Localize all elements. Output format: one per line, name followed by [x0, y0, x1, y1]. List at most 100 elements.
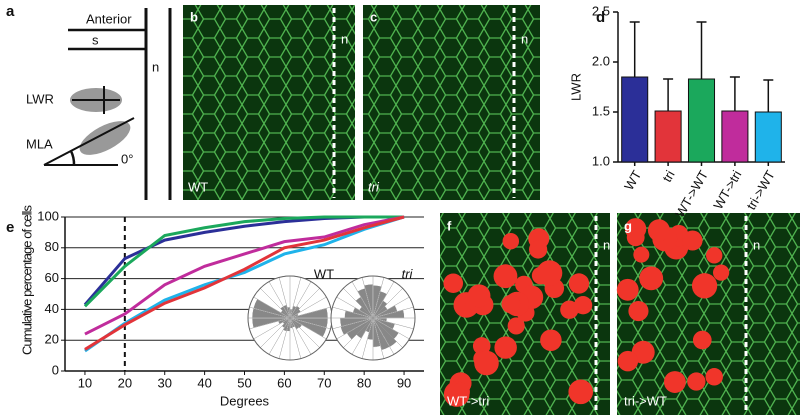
y-tick-label: 20: [45, 332, 59, 347]
red-cell: [616, 278, 639, 301]
x-tick-label: 60: [277, 375, 291, 390]
label: WT: [188, 179, 208, 194]
rose-plot: [330, 275, 416, 361]
bar: [621, 76, 649, 163]
x-tick-label: tri: [659, 168, 677, 185]
series-line: [84, 215, 405, 336]
series-line: [83, 215, 405, 308]
label: n: [603, 237, 610, 252]
y-axis-label: Cumulative percentage of cells: [19, 205, 34, 356]
label: n: [521, 31, 528, 46]
image-b: b n WT: [183, 5, 355, 200]
panel-label: d: [596, 9, 605, 26]
red-cell: [568, 379, 594, 405]
bar: [687, 78, 716, 163]
y-tick-label: 60: [45, 270, 59, 285]
y-tick-label: 2.0: [592, 53, 610, 68]
panel-label: f: [447, 218, 452, 233]
bar: [721, 110, 749, 163]
y-tick-label: 40: [45, 301, 59, 316]
red-cell: [692, 330, 712, 350]
x-axis-label: Degrees: [220, 393, 270, 408]
x-tick-label: 30: [157, 375, 171, 390]
x-tick-label: tri->WT: [743, 168, 778, 213]
x-tick-label: WT->tri: [710, 168, 744, 212]
red-cell: [706, 247, 723, 264]
micrograph: [183, 5, 355, 200]
y-tick-label: 80: [45, 239, 59, 254]
red-cell: [560, 300, 579, 319]
red-cell: [626, 228, 645, 247]
red-cell: [628, 300, 649, 322]
image-f: [440, 213, 610, 415]
x-tick-label: WT->WT: [672, 168, 711, 220]
image-c: c n tri: [363, 5, 540, 200]
red-cell: [568, 273, 590, 294]
red-cell: [467, 284, 491, 308]
label: WT->tri: [447, 393, 489, 408]
bar: [754, 111, 782, 163]
panel-label: a: [6, 3, 15, 20]
red-cell: [705, 368, 723, 386]
x-tick-label: 90: [397, 375, 411, 390]
label: tri: [368, 179, 380, 194]
label: n: [341, 31, 348, 46]
label: s: [92, 32, 99, 47]
red-cell: [502, 232, 520, 250]
x-tick-label: 80: [357, 375, 371, 390]
red-cell: [712, 264, 730, 281]
rose-label: tri: [402, 266, 414, 281]
y-tick-label: 2.5: [592, 3, 610, 18]
micrograph: [363, 5, 540, 200]
image-g: [616, 213, 800, 415]
label: Anterior: [86, 11, 132, 26]
bar: [654, 110, 682, 163]
line: [43, 117, 135, 166]
label: 0°: [121, 151, 133, 166]
rose-label: WT: [314, 266, 334, 281]
red-cell: [494, 336, 517, 359]
x-tick-label: 10: [78, 375, 92, 390]
series-line: [84, 215, 405, 351]
x-tick-label: WT: [621, 168, 644, 193]
red-cell: [451, 382, 470, 401]
panel-label: e: [6, 219, 14, 236]
x-tick-label: 70: [317, 375, 331, 390]
cell-shape: [79, 121, 131, 155]
red-cell: [682, 230, 703, 251]
y-tick-label: 0: [52, 362, 59, 377]
label: MLA: [26, 136, 53, 151]
x-tick-label: 40: [197, 375, 211, 390]
y-tick-label: 1.0: [592, 153, 610, 168]
red-cell: [443, 273, 464, 294]
schematic: a Anterior s n LWR MLA 0°: [6, 3, 172, 200]
red-cell: [639, 266, 664, 291]
red-cell: [691, 273, 718, 299]
x-tick-label: 50: [237, 375, 251, 390]
image-g-labels: g n tri->WT: [624, 216, 760, 412]
red-cell: [663, 371, 686, 393]
red-cell: [493, 264, 518, 289]
red-cell: [501, 294, 521, 314]
red-cell: [472, 337, 491, 355]
panel-label: g: [624, 218, 632, 233]
label: n: [152, 59, 159, 74]
red-cell: [507, 317, 525, 335]
y-tick-label: 1.5: [592, 103, 610, 118]
red-cell: [540, 329, 562, 352]
red-cell: [633, 246, 650, 263]
y-tick-label: 100: [37, 208, 59, 223]
red-cell: [647, 219, 670, 242]
y-axis-label: LWR: [568, 73, 583, 101]
label: n: [753, 237, 760, 252]
red-cell: [529, 240, 548, 259]
rose-spoke: [249, 306, 331, 330]
image-f-labels: f n WT->tri: [447, 216, 610, 412]
rose-spoke: [332, 306, 414, 330]
red-cell: [687, 372, 706, 391]
rose-plot: [247, 275, 333, 361]
rose-outline: [330, 275, 416, 361]
angle-arc: [69, 150, 76, 166]
label: LWR: [26, 91, 54, 106]
